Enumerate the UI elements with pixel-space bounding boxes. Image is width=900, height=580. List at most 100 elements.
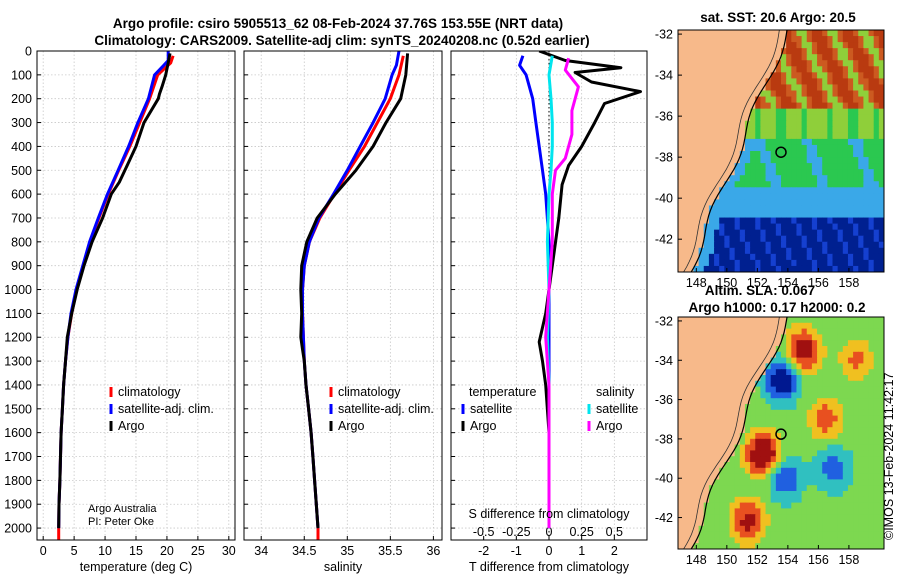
map-cell (858, 60, 864, 67)
map-cell (842, 163, 849, 170)
map-cell (868, 229, 875, 237)
map-cell (853, 537, 859, 544)
map-cell (847, 217, 854, 225)
map-cell (811, 151, 818, 158)
map-cell (832, 78, 839, 86)
map-cell (811, 427, 818, 434)
map-cell (873, 409, 880, 417)
map-cell (863, 398, 870, 405)
map-cell (744, 473, 751, 480)
map-cell (827, 48, 834, 55)
map-cell (878, 456, 884, 463)
map-cell (878, 265, 884, 272)
map-cell (842, 340, 849, 347)
map-cell (760, 375, 767, 382)
map-cell (770, 404, 777, 411)
map-cell (801, 520, 808, 527)
map-cell (858, 120, 864, 128)
map-cell (832, 157, 839, 164)
map-cell (837, 496, 844, 504)
map-cell (868, 346, 875, 353)
map-cell (755, 132, 761, 140)
map-cell (837, 456, 844, 463)
map-cell (847, 102, 854, 110)
map-cell (811, 138, 818, 146)
map-x-tick-label: 158 (838, 276, 859, 290)
map-cell (878, 427, 884, 434)
map-cell (801, 531, 808, 538)
map-cell (863, 205, 870, 213)
map-cell (724, 520, 731, 527)
map-cell (791, 175, 798, 182)
map-cell (868, 508, 875, 515)
map-cell (868, 543, 875, 549)
map-cell (750, 398, 756, 405)
map-cell (847, 520, 854, 527)
map-cell (781, 525, 787, 533)
map-cell (734, 496, 741, 504)
map-cell (801, 66, 808, 73)
map-cell (878, 84, 884, 92)
map-cell (817, 30, 823, 37)
map-cell (791, 531, 798, 538)
map-cell (832, 163, 839, 170)
map-cell (868, 369, 875, 376)
map-cell (806, 181, 813, 188)
map-cell (832, 346, 839, 353)
map-cell (786, 479, 792, 486)
map-cell (765, 217, 772, 225)
map-cell (827, 467, 834, 475)
map-cell (822, 78, 828, 86)
map-cell (868, 157, 875, 164)
map-cell (822, 537, 828, 544)
map-cell (791, 157, 798, 164)
map-cell (868, 187, 875, 194)
map-cell (853, 114, 859, 122)
map-cell (811, 223, 818, 231)
map-cell (791, 199, 798, 207)
map-cell (765, 151, 772, 158)
map-cell (755, 444, 761, 451)
map-cell (755, 187, 761, 194)
map-cell (734, 473, 741, 480)
map-cell (863, 317, 870, 324)
map-cell (796, 108, 803, 116)
map-cell (863, 199, 870, 207)
map-cell (750, 108, 756, 116)
map-cell (827, 72, 834, 79)
map-cell (847, 427, 854, 434)
map-cell (760, 462, 767, 469)
map-cell (806, 229, 813, 237)
map-cell (863, 144, 870, 152)
map-cell (765, 444, 772, 451)
map-cell (791, 346, 798, 353)
map-cell (858, 340, 864, 347)
map-cell (863, 491, 870, 498)
map-cell (724, 462, 731, 469)
map-cell (873, 144, 880, 152)
map-cell (858, 514, 864, 521)
map-cell (734, 259, 741, 267)
map-cell (858, 102, 864, 110)
map-cell (853, 120, 859, 128)
map-cell (811, 126, 818, 134)
map-cell (739, 205, 746, 213)
map-cell (832, 151, 839, 158)
map-cell (719, 508, 725, 515)
map-cell (750, 211, 756, 219)
map-cell (806, 199, 813, 207)
map-cell (806, 223, 813, 231)
map-cell (734, 193, 741, 200)
map-cell (786, 485, 792, 492)
map-cell (775, 346, 782, 353)
map-cell (817, 409, 823, 417)
map-cell (858, 163, 864, 170)
map-cell (781, 241, 787, 249)
map-cell (868, 328, 875, 335)
map-cell (786, 392, 792, 399)
map-cell (837, 151, 844, 158)
map-cell (729, 211, 736, 219)
map-cell (827, 543, 834, 549)
map-cell (724, 259, 731, 267)
map-cell (873, 375, 880, 382)
